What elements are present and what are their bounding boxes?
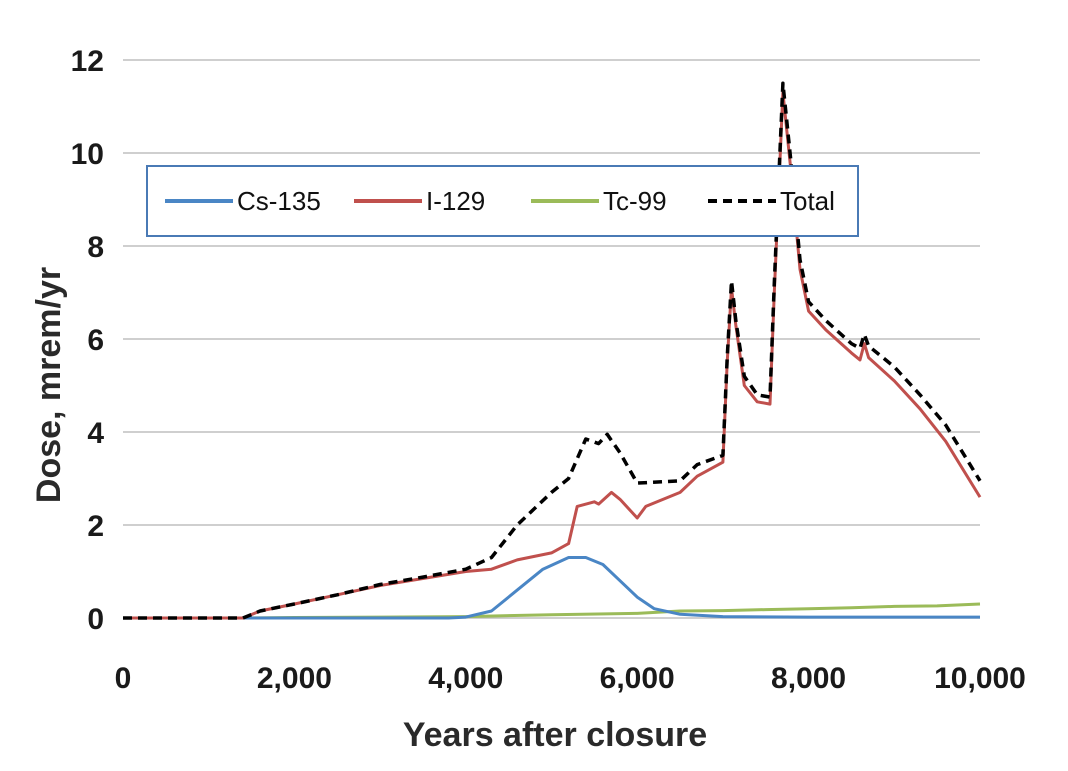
x-tick-labels: 0 2,000 4,000 6,000 8,000 10,000: [115, 662, 1026, 695]
legend: Cs-135 I-129 Tc-99 Total: [146, 165, 859, 237]
x-tick-label: 4,000: [428, 662, 503, 695]
series-line-total: [123, 81, 982, 620]
legend-label: Tc-99: [603, 186, 667, 216]
x-tick-label: 8,000: [771, 662, 846, 695]
y-tick-label: 8: [87, 231, 104, 264]
y-tick-label: 6: [87, 324, 104, 357]
x-axis-title: Years after closure: [403, 716, 707, 754]
x-tick-label: 10,000: [934, 662, 1026, 695]
series-line-i-129: [123, 91, 982, 620]
y-tick-label: 12: [71, 45, 104, 78]
x-tick-label: 2,000: [257, 662, 332, 695]
x-tick-label: 6,000: [600, 662, 675, 695]
gridlines: [123, 59, 980, 619]
x-tick-label: 0: [115, 662, 132, 695]
legend-label: I-129: [426, 186, 485, 216]
y-tick-labels: 0 2 4 6 8 10 12: [71, 45, 105, 636]
series-lines: [123, 81, 982, 620]
legend-label: Total: [780, 186, 835, 216]
y-tick-label: 4: [87, 417, 104, 450]
y-tick-label: 2: [87, 510, 104, 543]
y-tick-label: 0: [87, 603, 104, 636]
y-tick-label: 10: [71, 138, 104, 171]
legend-label: Cs-135: [237, 186, 321, 216]
series-line-cs-135: [123, 556, 980, 620]
y-axis-title: Dose, mrem/yr: [30, 267, 68, 503]
